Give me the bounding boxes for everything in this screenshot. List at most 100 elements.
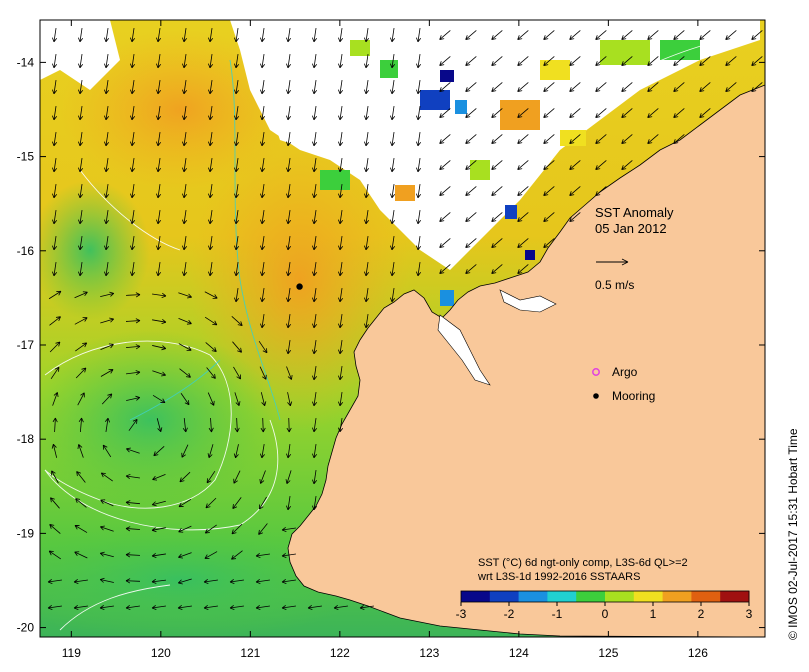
velocity-arrow-head [234, 219, 240, 225]
velocity-arrow-head [312, 219, 318, 225]
velocity-arrow-head [333, 604, 339, 610]
velocity-arrow-head [364, 271, 370, 277]
velocity-arrow [232, 341, 242, 353]
velocity-arrow [235, 444, 239, 458]
velocity-arrow [465, 82, 477, 92]
velocity-arrow [360, 605, 374, 609]
velocity-arrow-head [286, 167, 292, 173]
velocity-arrow-head [151, 527, 157, 533]
velocity-arrow-head [259, 504, 264, 510]
velocity-arrow-head [260, 271, 266, 277]
warm-anomaly-patch [60, 30, 300, 190]
velocity-arrow-head [130, 219, 136, 225]
velocity-arrow [235, 28, 239, 42]
velocity-arrow-head [234, 193, 240, 199]
velocity-arrow [287, 80, 291, 94]
velocity-arrow [261, 28, 265, 42]
velocity-arrow-head [78, 245, 84, 251]
velocity-arrow [543, 212, 555, 222]
velocity-arrow-head [647, 113, 653, 118]
velocity-arrow-head [312, 427, 318, 433]
velocity-arrow-head [416, 245, 422, 251]
velocity-arrow [699, 108, 711, 118]
velocity-arrow-head [621, 139, 627, 144]
velocity-arrow [621, 160, 633, 170]
velocity-arrow [100, 552, 114, 558]
velocity-arrow [543, 30, 555, 40]
velocity-arrow-head [52, 271, 58, 277]
velocity-arrow-head [595, 87, 601, 92]
velocity-arrow-head [725, 61, 731, 66]
velocity-arrow-head [52, 219, 58, 225]
velocity-arrow [79, 28, 83, 42]
velocity-arrow [261, 444, 265, 458]
velocity-arrow [517, 108, 529, 118]
velocity-arrow [313, 132, 317, 146]
velocity-arrow [79, 210, 83, 224]
velocity-arrow-head [76, 471, 82, 477]
velocity-arrow [287, 132, 291, 146]
cool-anomaly-patch [40, 330, 280, 510]
velocity-arrow [517, 56, 529, 66]
velocity-arrow-head [439, 87, 445, 92]
velocity-arrow-head [152, 475, 158, 481]
velocity-arrow-head [338, 37, 344, 43]
velocity-arrow-head [99, 577, 105, 583]
velocity-arrow [230, 605, 244, 609]
velocity-arrow-head [233, 478, 238, 484]
colorbar-tick-label: 0 [602, 607, 609, 621]
velocity-arrow-head [416, 167, 422, 173]
velocity-arrow-head [209, 400, 215, 406]
velocity-arrow [543, 160, 555, 170]
velocity-arrow-head [237, 321, 243, 327]
velocity-arrow [313, 366, 317, 380]
velocity-arrow-head [208, 245, 214, 251]
velocity-arrow-head [312, 193, 318, 199]
velocity-arrow [53, 210, 57, 224]
velocity-arrow-head [465, 35, 471, 40]
colorbar-ticks: -3 -2 -1 0 1 2 3 [456, 602, 753, 621]
velocity-arrow-head [130, 141, 136, 147]
velocity-arrow [157, 262, 161, 276]
velocity-arrow [74, 579, 88, 583]
velocity-arrow-head [439, 165, 445, 170]
velocity-arrow-head [55, 341, 61, 347]
velocity-arrow-head [390, 297, 396, 303]
velocity-arrow [209, 132, 213, 146]
velocity-arrow-head [179, 477, 185, 483]
velocity-arrow [491, 238, 503, 248]
velocity-arrow-head [338, 115, 344, 121]
colorbar-swatch [547, 591, 577, 602]
velocity-arrow-head [156, 37, 162, 43]
x-tick-label: 124 [509, 646, 529, 660]
velocity-arrow-head [465, 139, 471, 144]
velocity-arrow [258, 523, 268, 535]
velocity-arrow-head [517, 61, 523, 66]
velocity-arrow [491, 56, 503, 66]
velocity-arrow-head [74, 551, 80, 556]
velocity-arrow [128, 419, 138, 431]
velocity-arrow [152, 500, 166, 506]
velocity-arrow [183, 210, 187, 224]
velocity-arrow [210, 417, 212, 433]
velocity-arrow [313, 314, 317, 328]
colorbar-swatch [518, 591, 548, 602]
velocity-arrow [465, 186, 477, 196]
velocity-arrow [365, 236, 369, 250]
velocity-arrow [125, 580, 141, 582]
velocity-arrow [259, 496, 267, 510]
velocity-arrow [74, 317, 88, 325]
velocity-arrow-head [647, 35, 653, 40]
velocity-arrow-head [647, 61, 653, 66]
velocity-arrow [209, 106, 213, 120]
velocity-arrow-head [229, 578, 235, 584]
velocity-arrow-head [439, 243, 445, 248]
velocity-arrow [152, 579, 166, 583]
velocity-arrow [75, 342, 87, 352]
velocity-arrow [308, 605, 322, 609]
velocity-arrow-head [595, 35, 601, 40]
velocity-arrow [569, 108, 581, 118]
velocity-arrow-head [231, 554, 237, 560]
velocity-arrow-head [673, 35, 679, 40]
velocity-arrow [205, 342, 217, 352]
